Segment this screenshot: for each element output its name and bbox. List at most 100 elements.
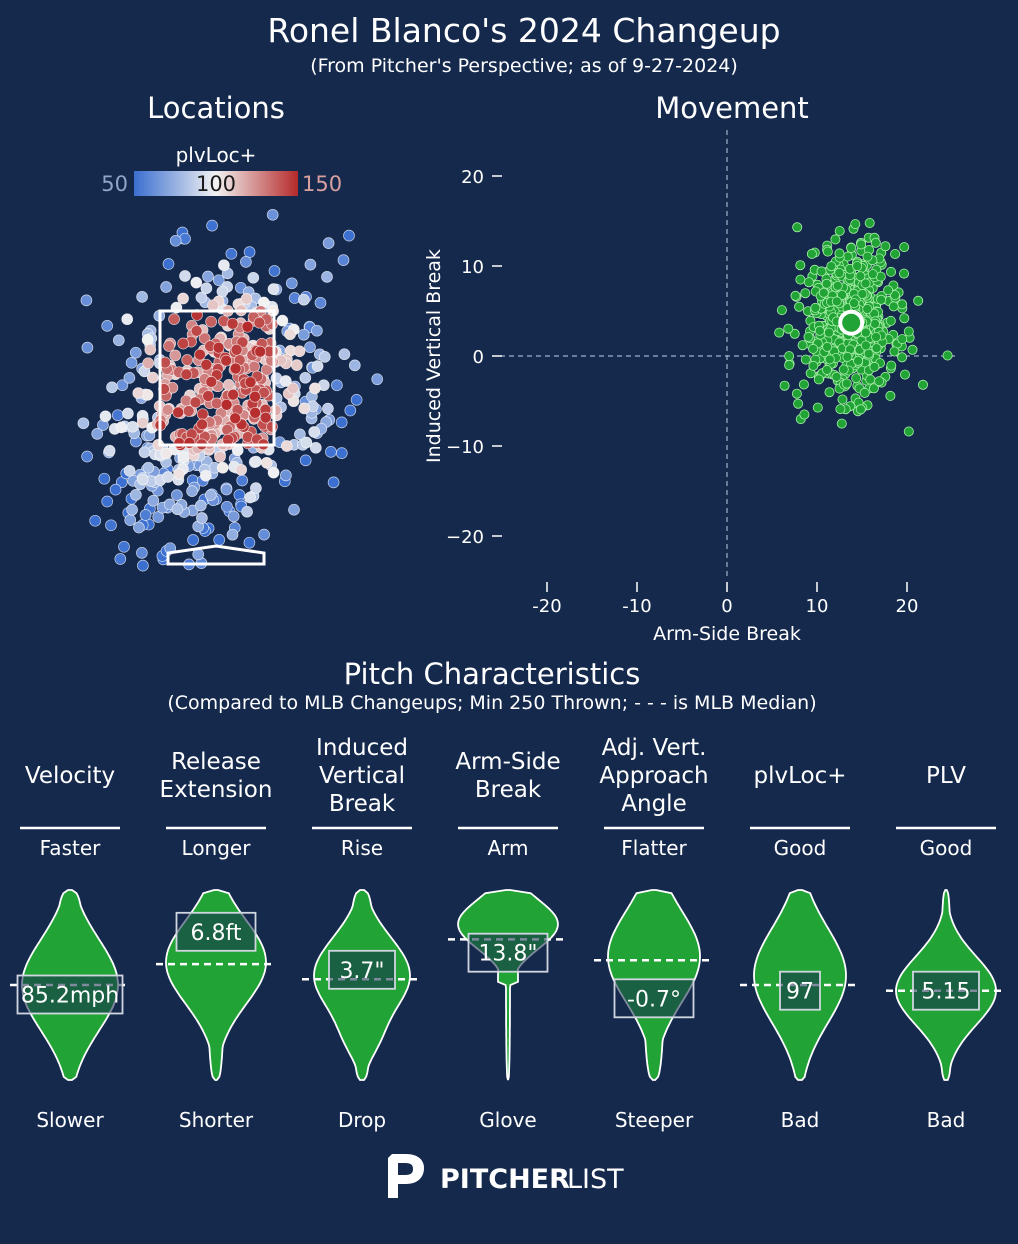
metric-top-label: Rise — [341, 836, 383, 860]
strike-zone — [158, 309, 276, 447]
location-point — [327, 476, 340, 489]
location-point — [146, 371, 159, 384]
location-point — [196, 512, 208, 524]
location-point — [190, 276, 203, 289]
location-point — [226, 317, 239, 330]
location-point — [142, 461, 155, 474]
value-box — [328, 949, 396, 990]
location-point — [144, 343, 157, 356]
metric-title-line: Release — [171, 749, 261, 775]
metric-title-line: plvLoc+ — [754, 763, 847, 789]
movement-point — [889, 290, 900, 301]
location-point — [236, 474, 249, 487]
location-point — [250, 455, 262, 468]
location-point — [202, 390, 214, 402]
movement-point — [862, 251, 873, 262]
movement-point — [826, 261, 837, 272]
location-point — [136, 416, 149, 429]
location-point — [314, 297, 327, 309]
value-label: 13.8" — [478, 942, 537, 967]
movement-point — [791, 388, 802, 399]
movement-point — [800, 354, 811, 365]
location-point — [322, 237, 335, 249]
location-point — [111, 409, 124, 422]
value-label: 97 — [786, 980, 814, 1005]
location-point — [227, 510, 240, 523]
location-point — [136, 291, 148, 303]
location-point — [173, 468, 185, 480]
location-point — [244, 491, 256, 504]
location-point — [218, 259, 230, 272]
colorbar-mid-label: 100 — [196, 172, 236, 196]
average-point — [838, 309, 865, 336]
location-point — [247, 271, 260, 284]
location-points — [77, 208, 384, 572]
colorbar-label: plvLoc+ — [176, 143, 257, 167]
movement-point — [837, 394, 848, 405]
movement-point — [856, 239, 867, 250]
location-point — [335, 416, 348, 429]
movement-point — [860, 278, 871, 289]
location-point — [121, 313, 134, 326]
movement-point — [776, 305, 787, 316]
location-point — [220, 483, 233, 496]
location-point — [139, 509, 152, 521]
movement-axes: 20 10 0 −10 −20 -20 -10 0 10 20 — [446, 130, 955, 617]
movement-point — [899, 313, 910, 324]
movement-point — [822, 246, 833, 257]
movement-point — [942, 350, 953, 361]
movement-point — [837, 289, 848, 300]
movement-title: Movement — [655, 91, 809, 125]
y-tick-label: 0 — [473, 347, 484, 368]
location-point — [229, 362, 242, 375]
chart-title: Ronel Blanco's 2024 Changeup — [267, 11, 780, 50]
location-point — [254, 345, 267, 358]
movement-point — [779, 380, 790, 391]
location-point — [276, 314, 289, 327]
location-point — [299, 454, 312, 467]
movement-point — [903, 426, 914, 437]
y-tick-label: 10 — [461, 257, 484, 278]
movement-point — [886, 266, 897, 277]
movement-point — [867, 269, 878, 280]
location-point — [81, 341, 94, 354]
location-point — [125, 356, 138, 369]
location-point — [161, 404, 174, 416]
movement-point — [830, 234, 841, 245]
location-point — [122, 407, 134, 420]
movement-point — [822, 364, 833, 375]
location-point — [186, 485, 198, 497]
location-point — [109, 483, 122, 496]
colorbar-max-label: 150 — [302, 172, 342, 196]
movement-point — [888, 301, 899, 312]
location-point — [136, 547, 148, 559]
location-point — [99, 410, 112, 423]
movement-point — [784, 351, 795, 362]
location-point — [235, 463, 248, 476]
location-point — [227, 388, 239, 401]
location-point — [266, 208, 279, 221]
location-point — [172, 406, 185, 419]
metric-title-line: Velocity — [25, 763, 115, 789]
movement-point — [853, 355, 864, 366]
location-point — [338, 348, 351, 361]
metric-column: Velocity Faster Slower 85.2mph — [10, 763, 130, 1132]
metric-title-line: Adj. Vert. — [602, 735, 707, 761]
movement-point — [874, 376, 885, 387]
location-point — [243, 536, 256, 549]
location-point — [147, 494, 160, 507]
location-point — [114, 553, 127, 565]
location-point — [123, 464, 136, 477]
x-tick-label: -10 — [622, 596, 651, 617]
colorbar — [134, 171, 298, 196]
location-point — [142, 357, 155, 370]
location-point — [308, 426, 321, 438]
location-point — [225, 247, 238, 260]
movement-point — [842, 351, 853, 362]
movement-point — [883, 285, 894, 296]
metric-title-line: Arm-Side — [455, 749, 560, 775]
location-point — [249, 406, 262, 419]
location-point — [213, 534, 226, 546]
